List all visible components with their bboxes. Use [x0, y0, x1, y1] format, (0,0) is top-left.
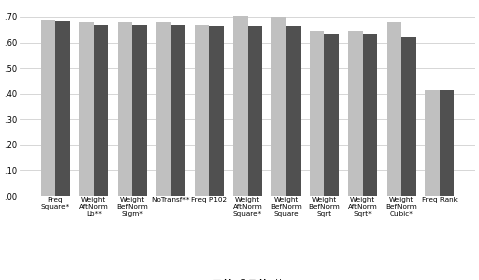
Bar [310, 31, 324, 196]
Bar [348, 31, 363, 196]
Bar [440, 90, 454, 196]
Bar [286, 26, 300, 196]
Bar [271, 17, 286, 196]
Bar [363, 34, 377, 196]
Legend: MaxS, MaxH: MaxS, MaxH [210, 276, 285, 280]
Bar [248, 26, 262, 196]
Bar [41, 20, 56, 196]
Bar [324, 34, 339, 196]
Bar [79, 22, 94, 196]
Bar [209, 26, 224, 196]
Bar [132, 25, 147, 196]
Bar [118, 22, 132, 196]
Bar [171, 25, 185, 196]
Bar [425, 90, 440, 196]
Bar [56, 21, 70, 196]
Bar [387, 22, 401, 196]
Bar [194, 25, 209, 196]
Bar [94, 25, 108, 196]
Bar [156, 22, 171, 196]
Bar [401, 37, 416, 196]
Bar [233, 17, 248, 196]
